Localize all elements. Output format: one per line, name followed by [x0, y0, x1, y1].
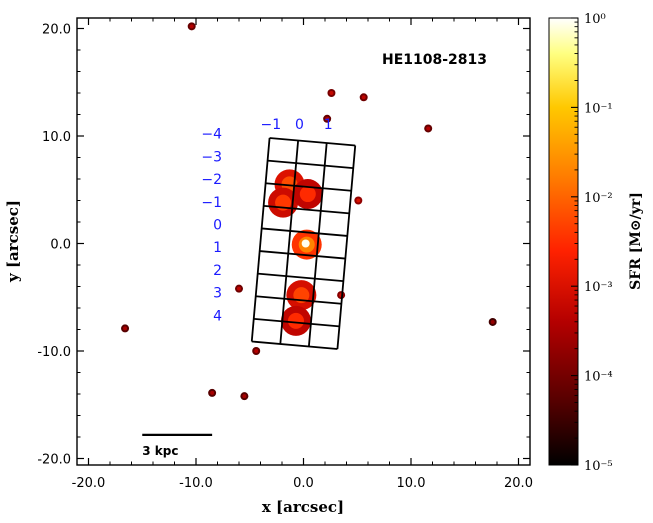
grid-row-label: −2	[201, 172, 222, 188]
x-axis-title: x [arcsec]	[262, 498, 344, 516]
grid-row-label: −3	[201, 149, 222, 165]
grid-row-line	[269, 137, 356, 147]
colorbar-tick-label: 10⁻³	[584, 280, 613, 295]
grid-row-label: 0	[213, 218, 222, 234]
grid-column-label: 0	[295, 117, 304, 133]
y-tick-label: -20.0	[37, 453, 71, 468]
sfr-knot	[210, 390, 215, 395]
sfr-knot	[356, 198, 361, 203]
colorbar-title: SFR [M⊙/yr]	[628, 192, 644, 290]
sfr-knot	[299, 186, 316, 203]
x-tick-label: 10.0	[397, 476, 426, 491]
sfr-knot	[426, 126, 431, 131]
sfr-knot	[287, 312, 304, 329]
sfr-knot	[123, 326, 128, 331]
grid-row-line	[257, 272, 344, 283]
grid-row-line	[267, 159, 354, 170]
grid-row-line	[263, 204, 350, 215]
grid-col-line	[250, 137, 271, 342]
colorbar: 10⁻⁵ 10⁻⁴ 10⁻³ 10⁻² 10⁻¹ 10⁰ SFR [M⊙/yr]	[548, 12, 644, 474]
sfr-emission-layer	[121, 22, 497, 401]
y-axis-title: y [arcsec]	[4, 200, 22, 283]
colorbar-tick-label: 10⁻⁴	[584, 370, 613, 385]
sfr-knot	[189, 24, 194, 29]
sfr-knot	[254, 349, 259, 353]
grid-row-line	[265, 182, 352, 192]
axes: -20.0 -10.0 0.0 10.0 20.0 20.0 10.0 0.0 -10.0 -20…	[37, 18, 533, 491]
y-tick-label: 20.0	[42, 23, 71, 38]
scale-bar: 3 kpc	[142, 433, 213, 458]
x-tick-label: -20.0	[72, 476, 106, 491]
sfr-knot	[237, 286, 241, 291]
grid-row-label: 3	[213, 286, 222, 302]
sfr-knot	[242, 394, 247, 399]
scale-bar-label: 3 kpc	[142, 444, 178, 458]
sfr-knot	[490, 319, 495, 324]
object-label: HE1108-2813	[382, 52, 487, 68]
sfr-knot	[361, 95, 366, 100]
grid-row-line	[251, 340, 338, 350]
x-tick-label: -10.0	[179, 476, 213, 491]
x-tick-label: 20.0	[504, 476, 533, 491]
grid-column-label: 1	[324, 117, 333, 133]
grid-row-label: −1	[201, 195, 222, 211]
colorbar-ticks: 10⁻⁵ 10⁻⁴ 10⁻³ 10⁻² 10⁻¹ 10⁰	[571, 12, 613, 474]
grid-col-line	[336, 145, 357, 350]
y-tick-label: 10.0	[42, 130, 71, 145]
x-tick-label: 0.0	[293, 476, 314, 491]
grid-column-label: −1	[261, 117, 282, 133]
aperture-grid: −1 0 1 −4 −3 −2 −1 0 1 2 3 4	[201, 117, 357, 350]
grid-row-line	[253, 317, 340, 328]
y-tick-label: -10.0	[37, 345, 71, 360]
grid-row-line	[255, 295, 342, 305]
grid-row-label: −4	[201, 127, 222, 143]
grid-row-label: 1	[213, 240, 222, 256]
colorbar-tick-label: 10⁻⁵	[584, 459, 613, 474]
grid-row-label: 4	[213, 308, 222, 324]
colorbar-tick-label: 10⁻²	[584, 191, 613, 206]
sfr-peak	[301, 239, 310, 248]
colorbar-gradient	[548, 17, 579, 466]
y-tick-label: 0.0	[50, 238, 71, 253]
grid-col-line	[279, 140, 300, 345]
grid-row-line	[261, 227, 348, 237]
colorbar-tick-label: 10⁰	[584, 12, 606, 27]
sfr-knot	[329, 91, 334, 95]
grid-col-line	[307, 142, 328, 347]
grid-row-line	[259, 250, 346, 260]
sfr-knot	[325, 116, 330, 121]
grid-row-label: 2	[213, 263, 222, 279]
colorbar-tick-label: 10⁻¹	[584, 101, 613, 116]
